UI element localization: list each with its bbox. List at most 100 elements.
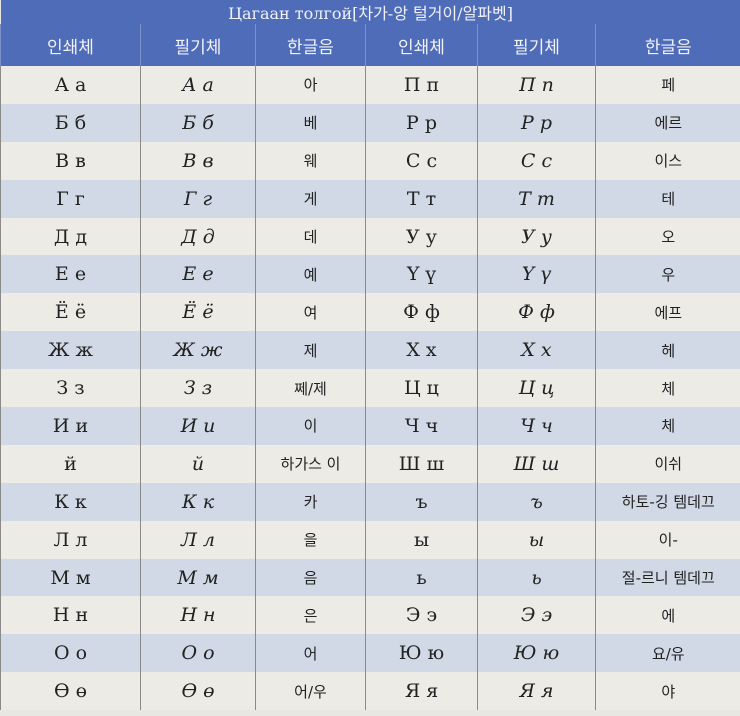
printed-letter: П п xyxy=(365,66,478,104)
handwritten-letter: ь xyxy=(477,558,596,597)
printed-letter: И и xyxy=(0,407,141,445)
handwritten-letter: Д д xyxy=(140,217,256,256)
printed-letter: Ё ё xyxy=(0,293,141,332)
printed-letter: Ц ц xyxy=(365,369,478,408)
column-header: 필기체 xyxy=(140,24,256,66)
printed-letter: Х х xyxy=(365,331,478,370)
korean-sound: 은 xyxy=(255,596,366,635)
handwritten-letter: Ү ү xyxy=(477,255,596,294)
printed-letter: Е е xyxy=(0,255,141,294)
printed-letter: О о xyxy=(0,634,141,673)
handwritten-letter: Ш ш xyxy=(477,444,596,483)
printed-letter: В в xyxy=(0,141,141,180)
korean-sound: 이- xyxy=(594,520,740,559)
korean-sound: 야 xyxy=(594,672,740,711)
handwritten-letter: В в xyxy=(140,141,256,180)
handwritten-letter: ъ xyxy=(477,482,596,521)
korean-sound: 베 xyxy=(255,103,366,142)
printed-letter: М м xyxy=(0,558,141,597)
korean-sound: 카 xyxy=(255,482,366,521)
handwritten-letter: Э э xyxy=(477,596,596,635)
handwritten-letter: Г г xyxy=(140,179,256,218)
korean-sound: 체 xyxy=(594,407,740,445)
printed-letter: Т т xyxy=(365,179,478,218)
printed-letter: Ф ф xyxy=(365,293,478,332)
korean-sound: 에프 xyxy=(594,293,740,332)
korean-sound: 이 xyxy=(255,407,366,445)
korean-sound: 예 xyxy=(255,255,366,294)
column-header: 인쇄체 xyxy=(365,24,478,66)
korean-sound: 아 xyxy=(255,66,366,104)
handwritten-letter: А а xyxy=(140,66,256,104)
table-title: Цагаан толгой[차가-앙 털거이/알파벳] xyxy=(0,0,740,24)
handwritten-letter: С с xyxy=(477,141,596,180)
korean-sound: 오 xyxy=(594,217,740,256)
printed-letter: К к xyxy=(0,482,141,521)
handwritten-letter: М м xyxy=(140,558,256,597)
korean-sound: 쩨/제 xyxy=(255,369,366,408)
printed-letter: Ч ч xyxy=(365,407,478,445)
handwritten-letter: Ю ю xyxy=(477,634,596,673)
printed-letter: Д д xyxy=(0,217,141,256)
printed-letter: Б б xyxy=(0,103,141,142)
printed-letter: Р р xyxy=(365,103,478,142)
column-header: 필기체 xyxy=(477,24,596,66)
korean-sound: 에르 xyxy=(594,103,740,142)
handwritten-letter: й xyxy=(140,444,256,483)
printed-letter: ы xyxy=(365,520,478,559)
handwritten-letter: Р р xyxy=(477,103,596,142)
korean-sound: 체 xyxy=(594,369,740,408)
printed-letter: Н н xyxy=(0,596,141,635)
korean-sound: 헤 xyxy=(594,331,740,370)
handwritten-letter: П п xyxy=(477,66,596,104)
printed-letter: А а xyxy=(0,66,141,104)
printed-letter: Э э xyxy=(365,596,478,635)
printed-letter: З з xyxy=(0,369,141,408)
handwritten-letter: Ё ё xyxy=(140,293,256,332)
korean-sound: 하가스 이 xyxy=(255,444,366,483)
printed-letter: Ү ү xyxy=(365,255,478,294)
handwritten-letter: Ч ч xyxy=(477,407,596,445)
printed-letter: Ө ө xyxy=(0,672,141,711)
handwritten-letter: Т т xyxy=(477,179,596,218)
handwritten-letter: Х х xyxy=(477,331,596,370)
korean-sound: 이스 xyxy=(594,141,740,180)
korean-sound: 데 xyxy=(255,217,366,256)
handwritten-letter: Е е xyxy=(140,255,256,294)
handwritten-letter: Ф ф xyxy=(477,293,596,332)
printed-letter: У у xyxy=(365,217,478,256)
korean-sound: 하토-깅 템데끄 xyxy=(594,482,740,521)
handwritten-letter: К к xyxy=(140,482,256,521)
printed-letter: ъ xyxy=(365,482,478,521)
printed-letter: Ж ж xyxy=(0,331,141,370)
korean-sound: 요/유 xyxy=(594,634,740,673)
handwritten-letter: З з xyxy=(140,369,256,408)
korean-sound: 에 xyxy=(594,596,740,635)
handwritten-letter: Л л xyxy=(140,520,256,559)
printed-letter: С с xyxy=(365,141,478,180)
column-header: 한글음 xyxy=(594,24,740,66)
handwritten-letter: Б б xyxy=(140,103,256,142)
printed-letter: й xyxy=(0,444,141,483)
korean-sound: 게 xyxy=(255,179,366,218)
printed-letter: Г г xyxy=(0,179,141,218)
korean-sound: 여 xyxy=(255,293,366,332)
korean-sound: 을 xyxy=(255,520,366,559)
korean-sound: 웨 xyxy=(255,141,366,180)
korean-sound: 이쉬 xyxy=(594,444,740,483)
handwritten-letter: Ц ц xyxy=(477,369,596,408)
